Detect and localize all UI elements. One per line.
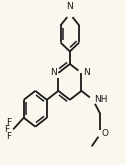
Text: F: F — [5, 125, 10, 134]
Text: N: N — [50, 68, 57, 77]
Text: F: F — [6, 118, 11, 127]
Text: N: N — [83, 68, 90, 77]
Text: F: F — [7, 132, 12, 141]
Text: N: N — [67, 2, 73, 12]
Text: NH: NH — [94, 95, 108, 104]
Text: O: O — [102, 129, 109, 138]
